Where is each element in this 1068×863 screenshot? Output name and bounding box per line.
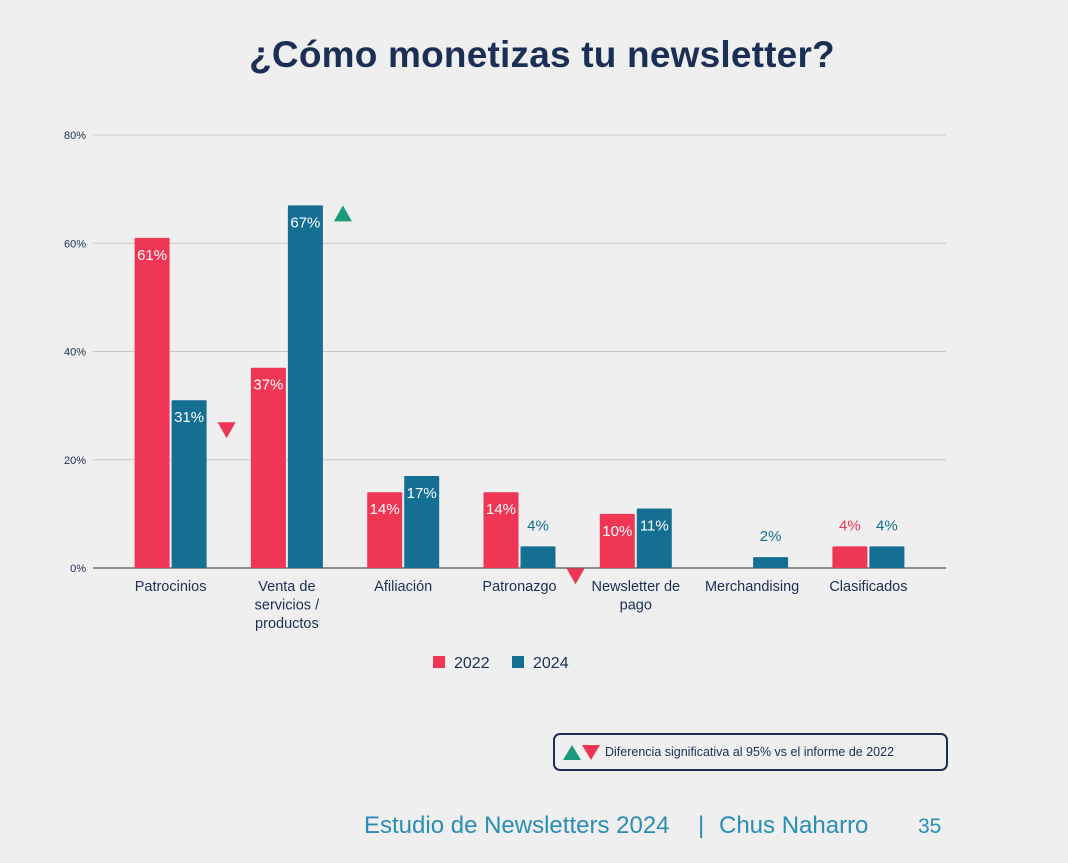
x-tick-label: Patrocinios: [135, 579, 207, 595]
data-label: 61%: [137, 247, 167, 264]
bar-2022: [250, 367, 286, 568]
bar-2022: [483, 492, 519, 568]
y-tick-label: 60%: [64, 238, 86, 250]
triangle-down-icon: [582, 744, 600, 760]
y-tick-label: 40%: [64, 347, 86, 359]
data-label: 67%: [290, 214, 320, 231]
footer-study: Estudio de Newsletters 2024: [364, 812, 670, 839]
legend-swatch-2024: [512, 656, 524, 668]
data-label: 37%: [253, 377, 283, 394]
y-tick-label: 80%: [64, 130, 86, 142]
chart-title: ¿Cómo monetizas tu newsletter?: [249, 34, 835, 75]
bar-2022: [832, 546, 868, 568]
bar-2022: [367, 492, 403, 568]
data-label: 10%: [602, 523, 632, 540]
page-number: 35: [918, 815, 942, 838]
bar-2024: [636, 508, 672, 568]
x-tick-label: Venta de: [258, 579, 315, 595]
bar-2024: [287, 205, 323, 569]
x-tick-label: pago: [620, 598, 652, 614]
bar-2022: [599, 513, 635, 568]
data-label: 14%: [486, 501, 516, 518]
data-label: 11%: [640, 517, 669, 534]
bar-2024: [753, 557, 789, 568]
bar-chart: 0% 20% 40% 60% 80% 61% 31% Patrocinios 37% 67% Ven…: [64, 130, 946, 672]
triangle-up-icon: [563, 744, 581, 760]
legend-label: 2024: [533, 655, 569, 672]
x-tick-label: servicios /: [255, 598, 320, 614]
x-tick-label: Patronazgo: [482, 579, 556, 595]
footer-separator: |: [698, 812, 705, 839]
data-label: 2%: [760, 528, 782, 545]
bar-2024: [171, 400, 207, 568]
bar-2024: [520, 546, 556, 568]
y-tick-label: 0%: [70, 563, 86, 575]
significance-up-icon: [333, 205, 352, 222]
x-tick-label: Afiliación: [374, 579, 432, 595]
significance-note-text: Diferencia significativa al 95% vs el in…: [605, 745, 895, 759]
significance-down-icon: [566, 568, 585, 585]
x-tick-label: Clasificados: [829, 579, 907, 595]
significance-down-icon: [217, 422, 236, 439]
legend-label: 2022: [454, 655, 490, 672]
footer-author: Chus Naharro: [719, 812, 869, 839]
bar-2024: [404, 475, 440, 568]
legend-swatch-2022: [433, 656, 445, 668]
x-tick-label: productos: [255, 616, 319, 632]
data-label: 17%: [407, 485, 437, 502]
data-label: 14%: [370, 501, 400, 518]
data-label: 4%: [876, 517, 898, 534]
bar-2024: [869, 546, 905, 568]
significance-note: Diferencia significativa al 95% vs el in…: [553, 733, 948, 771]
bar-2022: [134, 237, 170, 568]
x-tick-label: Newsletter de: [591, 579, 680, 595]
data-label: 4%: [839, 517, 861, 534]
data-label: 31%: [174, 409, 204, 426]
x-tick-label: Merchandising: [705, 579, 799, 595]
y-tick-label: 20%: [64, 455, 86, 467]
data-label: 4%: [527, 517, 549, 534]
